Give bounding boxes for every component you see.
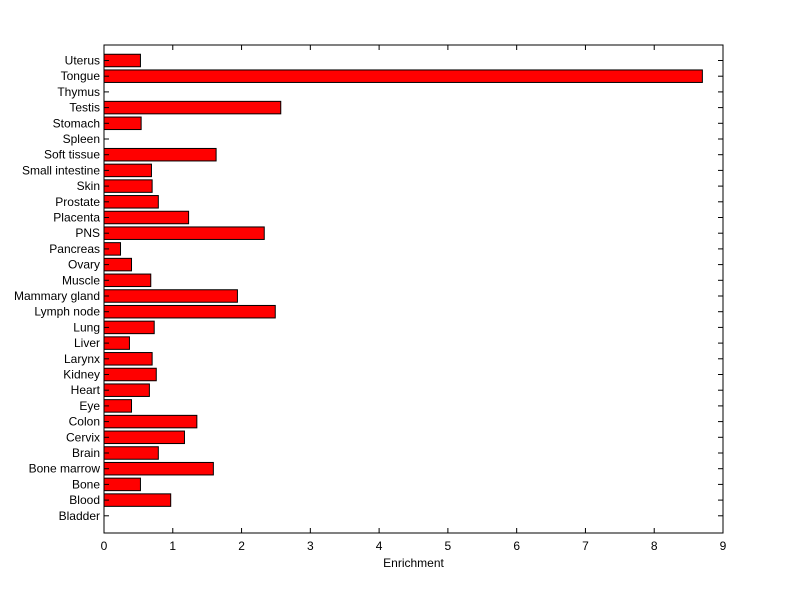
y-tick-label: Bone: [72, 477, 100, 491]
x-tick-label: 8: [651, 539, 658, 553]
bar-soft-tissue: [103, 147, 217, 162]
y-tick-label: Heart: [71, 383, 101, 397]
bar-heart: [103, 383, 150, 397]
bar-pns: [103, 226, 265, 240]
bar-small-intestine: [103, 163, 152, 178]
x-tick-label: 6: [513, 539, 520, 553]
bar-lymph-node: [103, 304, 276, 319]
bar-testis: [103, 100, 282, 115]
bar-mammary-gland: [103, 289, 238, 303]
y-tick-label: Muscle: [62, 273, 100, 287]
y-tick-label: PNS: [75, 226, 100, 240]
y-tick-label: Brain: [72, 446, 100, 460]
y-tick-label: Skin: [77, 179, 100, 193]
bar-skin: [103, 179, 153, 193]
y-tick-label: Pancreas: [49, 242, 100, 256]
x-tick-label: 1: [169, 539, 176, 553]
y-tick-label: Mammary gland: [14, 289, 100, 303]
bar-brain: [103, 446, 159, 460]
y-tick-label: Colon: [69, 415, 100, 429]
x-axis-label: Enrichment: [383, 556, 444, 570]
y-tick-label: Thymus: [57, 85, 100, 99]
x-tick-label: 2: [238, 539, 245, 553]
plot-area: [104, 45, 723, 533]
bar-muscle: [103, 273, 152, 288]
bar-stomach: [103, 116, 142, 131]
bar-lung: [103, 320, 155, 335]
plot-frame: [103, 44, 724, 534]
y-tick-label: Bone marrow: [29, 462, 101, 476]
bar-cervix: [103, 430, 185, 445]
x-tick-label: 5: [445, 539, 452, 553]
bar-larynx: [103, 352, 153, 366]
bar-bone-marrow: [103, 461, 214, 476]
bar-blood: [103, 493, 172, 507]
y-tick-label: Lymph node: [34, 305, 100, 319]
bar-placenta: [103, 210, 190, 225]
bar-uterus: [103, 53, 141, 68]
y-tick-label: Bladder: [59, 509, 100, 523]
y-tick-label: Spleen: [63, 132, 100, 146]
bar-kidney: [103, 367, 157, 382]
bar-tongue: [103, 69, 703, 83]
y-tick-label: Stomach: [53, 116, 100, 130]
y-tick-label: Testis: [69, 101, 100, 115]
x-tick-label: 3: [307, 539, 314, 553]
y-tick-label: Larynx: [64, 352, 100, 366]
y-tick-label: Cervix: [66, 430, 100, 444]
bar-colon: [103, 414, 198, 429]
y-tick-label: Tongue: [61, 69, 101, 83]
x-tick-label: 7: [582, 539, 589, 553]
y-tick-label: Lung: [73, 320, 100, 334]
y-tick-label: Liver: [74, 336, 100, 350]
y-tick-label: Blood: [69, 493, 100, 507]
y-tick-label: Eye: [79, 399, 100, 413]
y-tick-label: Ovary: [68, 258, 100, 272]
x-tick-label: 9: [720, 539, 727, 553]
y-tick-label: Placenta: [53, 211, 100, 225]
bar-prostate: [103, 195, 159, 209]
y-tick-label: Prostate: [55, 195, 100, 209]
x-tick-label: 4: [376, 539, 383, 553]
x-tick-label: 0: [101, 539, 108, 553]
y-tick-label: Soft tissue: [44, 148, 100, 162]
y-tick-label: Small intestine: [22, 163, 100, 177]
y-tick-label: Uterus: [65, 54, 100, 68]
y-tick-label: Kidney: [63, 368, 100, 382]
bar-bone: [103, 477, 141, 492]
